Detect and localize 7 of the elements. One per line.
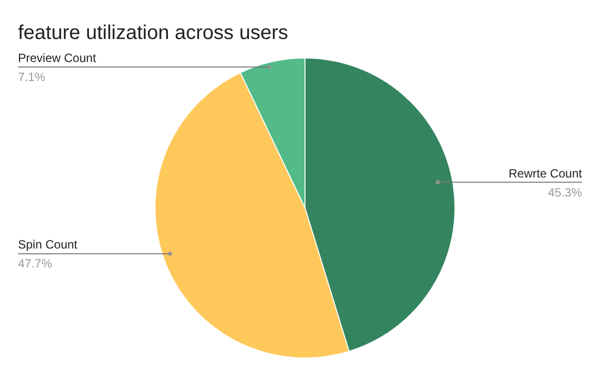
chart-title: feature utilization across users xyxy=(18,22,288,44)
data-label: 7.1% xyxy=(18,70,46,84)
data-label: 45.3% xyxy=(548,185,582,200)
data-label: 47.7% xyxy=(18,256,52,271)
slice-label: Rewrte Count xyxy=(508,166,583,180)
slice-label: Preview Count xyxy=(18,50,97,65)
slice-label: Spin Count xyxy=(18,238,78,252)
